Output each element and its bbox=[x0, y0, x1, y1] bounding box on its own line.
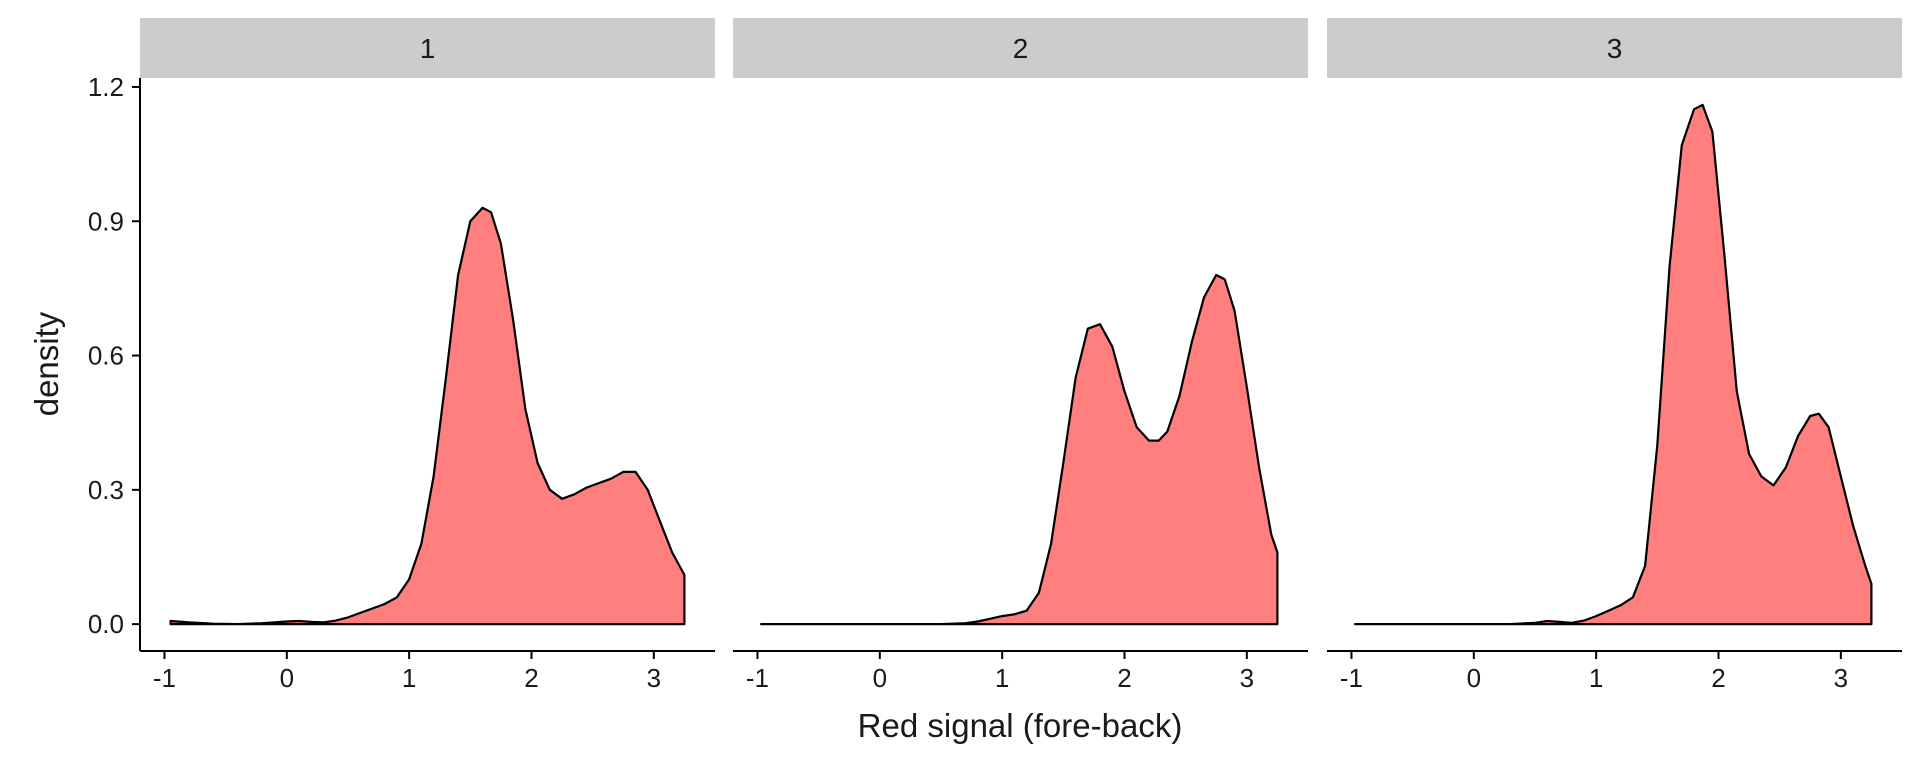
density-area bbox=[760, 273, 1279, 626]
facet-strip-label: 1 bbox=[420, 33, 436, 64]
y-tick-label: 0.6 bbox=[88, 341, 124, 371]
facet-strip-label: 2 bbox=[1013, 33, 1029, 64]
facet-panel-2: 2 -1 0 1 2 3 bbox=[733, 18, 1308, 693]
x-tick-label: 1 bbox=[1589, 663, 1603, 693]
facet-panels: 1 -1 0 1 2 3 2 -1 0 1 2 3 3 -1 0 1 2 3 bbox=[140, 18, 1902, 693]
x-axis-title: Red signal (fore-back) bbox=[858, 707, 1183, 744]
y-axis-ticks: 0.0 0.3 0.6 0.9 1.2 bbox=[88, 72, 140, 639]
y-tick-label: 0.9 bbox=[88, 206, 124, 236]
y-tick-label: 1.2 bbox=[88, 72, 124, 102]
x-tick-label: 3 bbox=[647, 663, 661, 693]
y-axis-title: density bbox=[28, 311, 65, 416]
facet-panel-1: 1 -1 0 1 2 3 bbox=[140, 18, 715, 693]
y-tick-label: 0.3 bbox=[88, 475, 124, 505]
x-tick-label: 0 bbox=[1467, 663, 1481, 693]
x-tick-label: -1 bbox=[746, 663, 769, 693]
x-tick-label: -1 bbox=[153, 663, 176, 693]
x-tick-label: 2 bbox=[524, 663, 538, 693]
x-tick-label: 3 bbox=[1834, 663, 1848, 693]
density-area bbox=[1354, 103, 1873, 626]
facet-panel-3: 3 -1 0 1 2 3 bbox=[1327, 18, 1902, 693]
facet-strip bbox=[1327, 18, 1902, 78]
x-tick-label: -1 bbox=[1340, 663, 1363, 693]
x-tick-label: 2 bbox=[1117, 663, 1131, 693]
facet-strip bbox=[140, 18, 715, 78]
x-tick-label: 2 bbox=[1711, 663, 1725, 693]
x-tick-label: 3 bbox=[1240, 663, 1254, 693]
facet-strip bbox=[733, 18, 1308, 78]
y-tick-label: 0.0 bbox=[88, 609, 124, 639]
x-tick-label: 1 bbox=[995, 663, 1009, 693]
x-tick-label: 0 bbox=[873, 663, 887, 693]
x-tick-label: 0 bbox=[280, 663, 294, 693]
facet-strip-label: 3 bbox=[1607, 33, 1623, 64]
density-area bbox=[169, 206, 686, 626]
x-tick-label: 1 bbox=[402, 663, 416, 693]
